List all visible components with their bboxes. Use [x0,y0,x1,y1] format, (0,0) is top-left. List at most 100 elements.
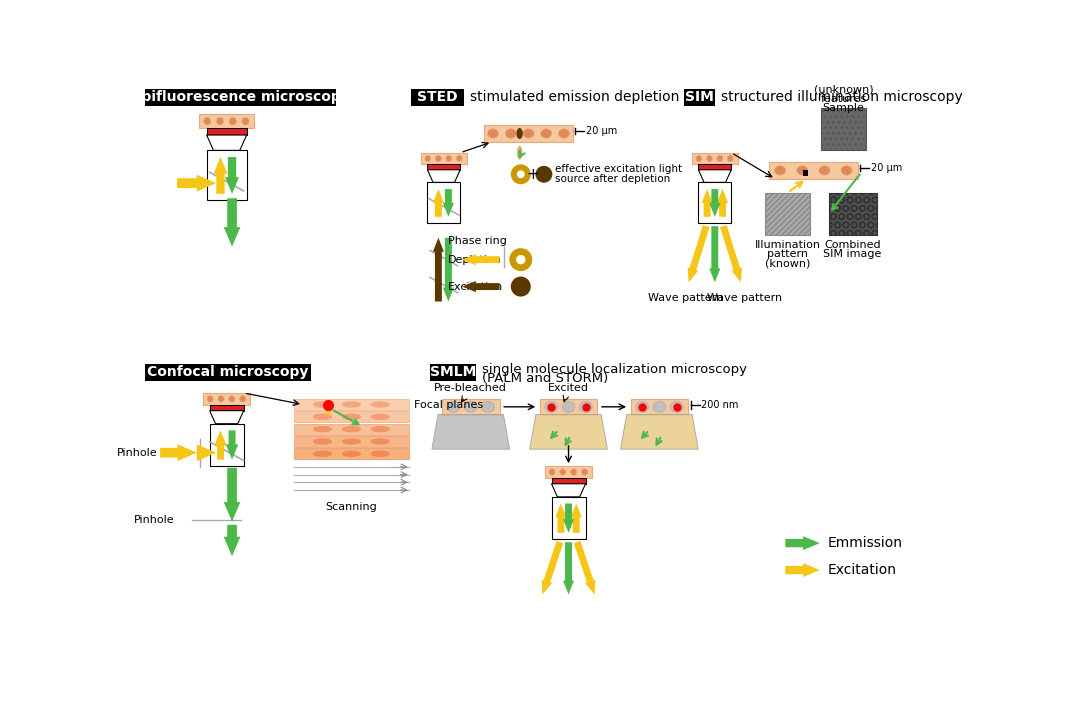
Polygon shape [210,411,244,423]
Bar [210,423,244,467]
Ellipse shape [447,401,460,412]
Ellipse shape [242,118,249,125]
Ellipse shape [342,426,361,433]
Bar [552,497,586,539]
Text: SIM image: SIM image [823,249,882,259]
Ellipse shape [670,401,683,412]
Text: Phase ring: Phase ring [447,236,507,246]
Ellipse shape [342,401,361,408]
Text: 20 μm: 20 μm [586,126,617,136]
Text: SIM: SIM [685,91,714,104]
Ellipse shape [517,128,523,139]
Bar [199,114,255,128]
Ellipse shape [517,146,522,159]
Text: SMLM: SMLM [430,365,476,379]
Text: Pinhole: Pinhole [134,515,175,525]
Polygon shape [699,170,732,183]
Text: Wave pattern: Wave pattern [648,292,723,303]
Ellipse shape [229,118,236,125]
Ellipse shape [216,118,224,125]
Ellipse shape [548,469,555,475]
Ellipse shape [545,401,558,412]
Bar [294,411,409,422]
Ellipse shape [727,155,733,161]
Text: 20 μm: 20 μm [871,163,902,173]
Ellipse shape [240,396,246,402]
Ellipse shape [229,396,235,402]
Bar [821,108,866,150]
Ellipse shape [436,155,441,161]
Text: Focal planes: Focal planes [414,399,482,409]
Polygon shape [552,484,586,497]
Ellipse shape [446,155,452,161]
Ellipse shape [313,401,332,408]
Text: Confocal microscopy: Confocal microscopy [147,365,309,379]
Ellipse shape [558,129,570,138]
Bar [630,399,688,414]
Ellipse shape [313,413,332,420]
Ellipse shape [717,155,723,161]
Ellipse shape [579,401,592,412]
Ellipse shape [371,438,390,445]
Text: Depletion: Depletion [447,255,502,265]
Bar [145,88,335,105]
Ellipse shape [581,469,588,475]
Ellipse shape [203,118,211,125]
Ellipse shape [560,469,566,475]
Text: Pinhole: Pinhole [117,447,158,457]
Text: source after depletion: source after depletion [555,174,670,184]
Ellipse shape [342,438,361,445]
Bar [699,183,732,224]
Bar [294,399,409,410]
Text: Scanning: Scanning [326,502,377,513]
Bar [207,128,247,135]
Bar [699,164,732,170]
Circle shape [536,166,553,183]
Ellipse shape [371,413,390,420]
Text: (unknown): (unknown) [814,85,873,95]
Bar [692,153,738,164]
Bar [552,478,586,484]
Text: (PALM and STORM): (PALM and STORM) [482,372,608,385]
Ellipse shape [523,129,534,138]
Text: Wave pattern: Wave pattern [706,292,782,303]
Bar [684,88,715,105]
Ellipse shape [541,129,552,138]
Text: pattern: pattern [767,249,808,259]
Ellipse shape [653,401,666,412]
Text: +: + [527,167,540,182]
Text: 200 nm: 200 nm [702,400,739,410]
Circle shape [511,277,530,297]
Bar [294,424,409,435]
Ellipse shape [774,166,786,175]
Text: Pre-bleached: Pre-bleached [435,383,507,393]
Text: Combined: Combined [824,240,881,250]
Ellipse shape [505,129,517,138]
Bar [540,399,597,414]
Text: stimulated emission depletion: stimulated emission depletion [470,91,679,104]
Ellipse shape [313,426,332,433]
Bar [430,364,476,381]
Polygon shape [207,135,247,150]
Text: Sample: Sample [822,103,865,113]
Ellipse shape [819,166,830,175]
Ellipse shape [488,129,498,138]
Text: features: features [820,94,867,104]
Bar [207,150,247,200]
Bar [442,399,499,414]
Ellipse shape [342,413,361,420]
Bar [210,405,244,411]
Polygon shape [621,414,699,449]
Ellipse shape [706,155,712,161]
Bar [145,364,311,381]
Ellipse shape [342,450,361,457]
Polygon shape [431,414,510,449]
Polygon shape [427,170,460,183]
Text: effective excitation light: effective excitation light [555,164,682,174]
Bar [421,153,466,164]
Bar [769,162,857,179]
Ellipse shape [797,166,808,175]
Ellipse shape [481,401,494,412]
Bar [294,436,409,447]
Text: Excitation: Excitation [828,563,897,577]
